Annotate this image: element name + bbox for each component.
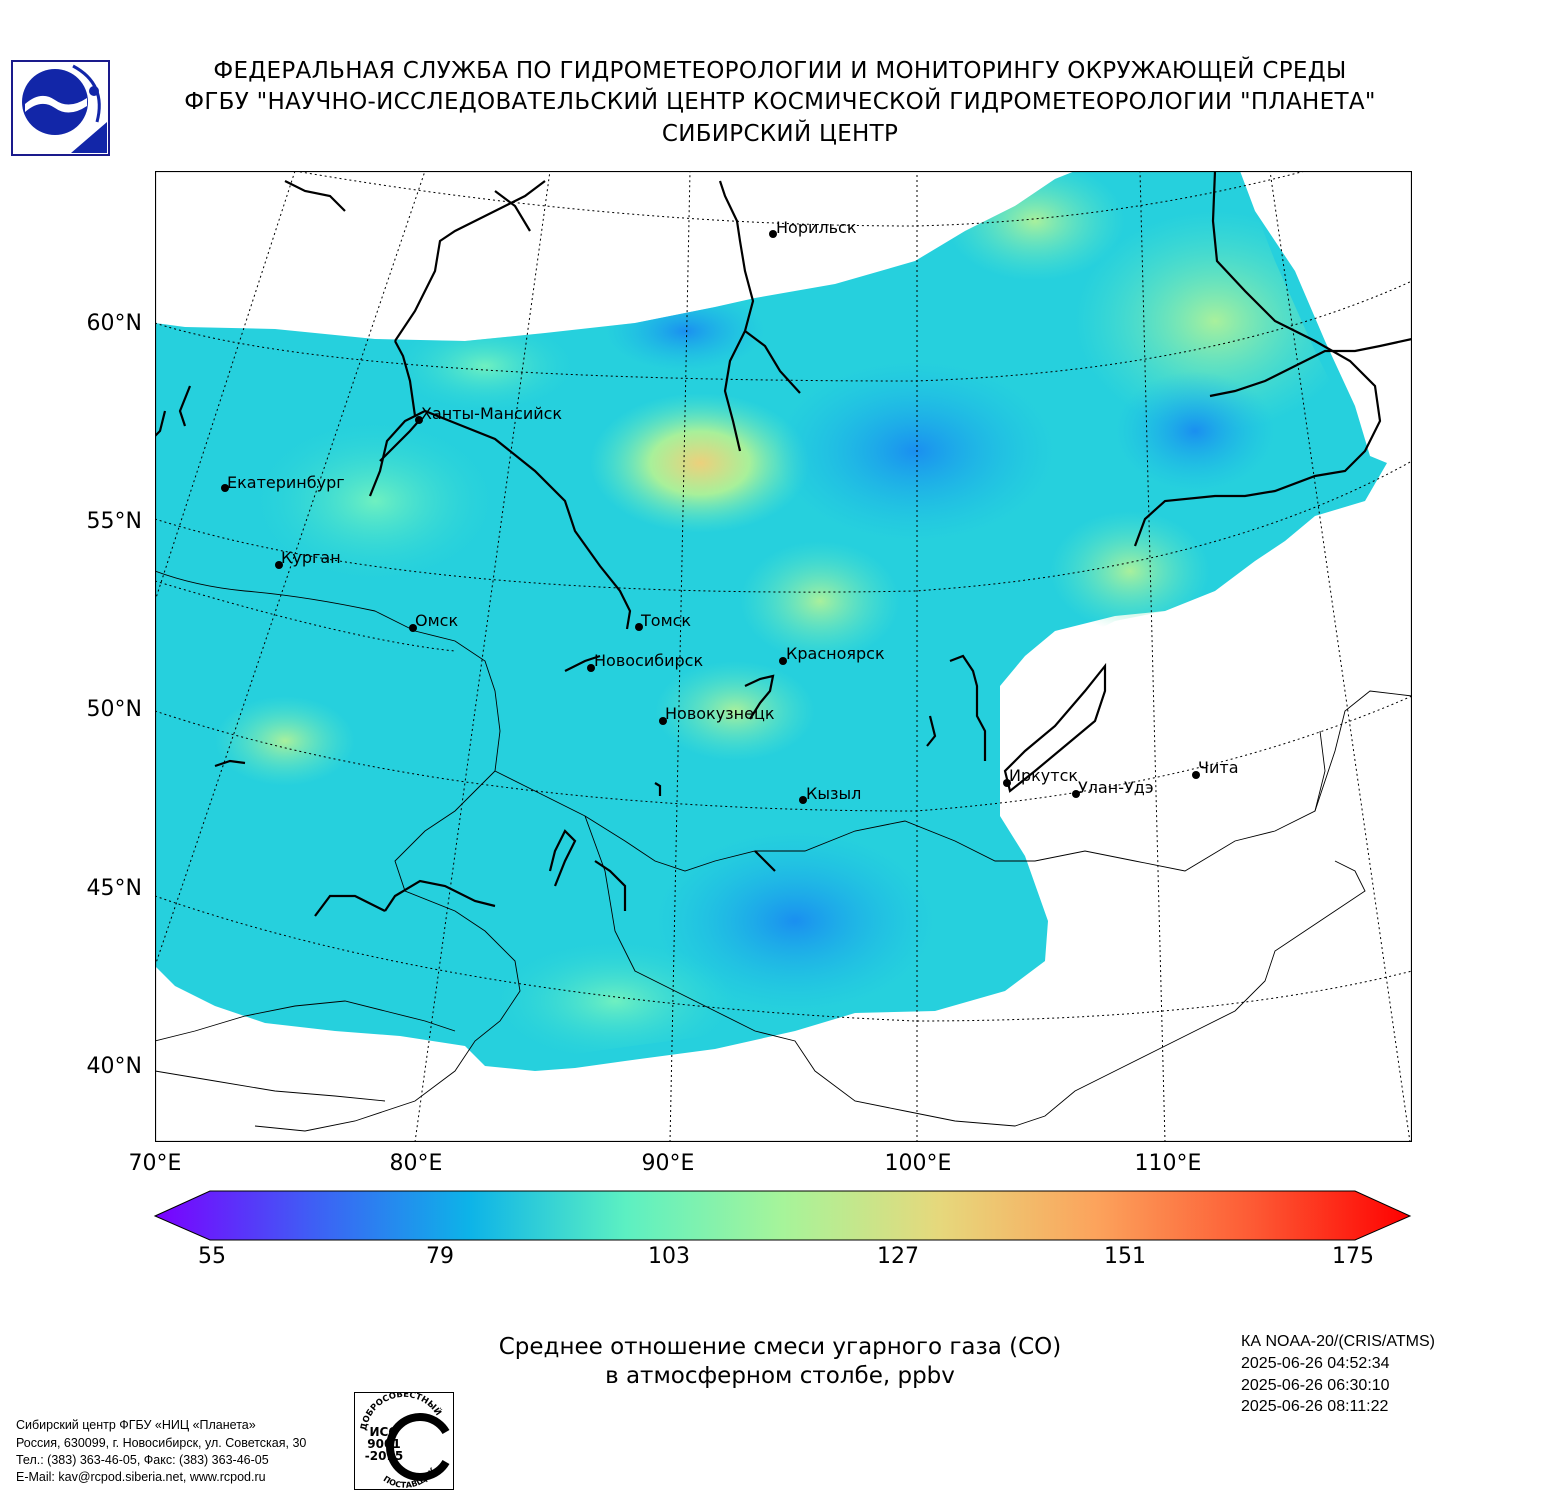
city-label-norilsk: Норильск (776, 218, 857, 237)
footer-address: Россия, 630099, г. Новосибирск, ул. Сове… (16, 1436, 307, 1450)
city-dot-tomsk (635, 623, 643, 631)
map-frame (155, 171, 1412, 1142)
city-dot-chita (1192, 771, 1200, 779)
graticule-meridians (155, 171, 1411, 1142)
pass-time-2: 2025-06-26 06:30:10 (1241, 1377, 1390, 1394)
city-label-novokuznetsk: Новокузнецк (665, 704, 775, 723)
map-caption-line2: в атмосферном столбе, ppbv (605, 1363, 955, 1389)
lon-label: 80°E (389, 1151, 443, 1176)
header-agency: ФЕДЕРАЛЬНАЯ СЛУЖБА ПО ГИДРОМЕТЕОРОЛОГИИ … (213, 58, 1347, 84)
lon-label: 100°E (884, 1151, 952, 1176)
city-dot-khanty (415, 416, 423, 424)
colorbar-tick: 79 (426, 1244, 454, 1269)
rivers (155, 171, 1412, 917)
iso-line3: -2015 (365, 1449, 403, 1463)
iso-stamp: ДОБРОСОВЕСТНЫЙ ПОСТАВЩИК ИСО 9001 -2015 (354, 1392, 454, 1490)
city-dot-ekb (221, 484, 229, 492)
pass-time-3: 2025-06-26 08:11:22 (1241, 1398, 1389, 1415)
city-dot-norilsk (769, 230, 777, 238)
lat-label: 55°N (86, 509, 142, 534)
colorbar-tick: 127 (877, 1244, 919, 1269)
city-label-krasnoyarsk: Красноярск (786, 644, 885, 663)
planeta-logo (11, 60, 110, 156)
colorbar-tick: 103 (648, 1244, 690, 1269)
colorbar-tick: 55 (198, 1244, 226, 1269)
city-label-omsk: Омск (415, 611, 459, 630)
city-label-kurgan: Курган (281, 548, 341, 567)
colorbar-tick: 151 (1104, 1244, 1146, 1269)
lon-label: 110°E (1134, 1151, 1202, 1176)
colorbar (153, 1190, 1412, 1241)
city-dot-novosibirsk (587, 664, 595, 672)
city-dot-kyzyl (799, 796, 807, 804)
map-caption-line1: Среднее отношение смеси угарного газа (C… (498, 1334, 1062, 1360)
city-label-ekb: Екатеринбург (227, 473, 345, 492)
city-dot-irkutsk (1003, 779, 1011, 787)
city-dot-omsk (409, 624, 417, 632)
city-dot-krasnoyarsk (779, 657, 787, 665)
colorbar-tick: 175 (1332, 1244, 1374, 1269)
borders (155, 570, 1412, 1132)
iso-line1: ИСО (369, 1425, 398, 1439)
header-center: СИБИРСКИЙ ЦЕНТР (661, 121, 899, 147)
lat-label: 45°N (86, 876, 142, 901)
lon-label: 90°E (641, 1151, 695, 1176)
city-label-chita: Чита (1198, 758, 1239, 777)
city-dot-kurgan (275, 561, 283, 569)
co-map (155, 171, 1412, 1142)
footer-email: E-Mail: kav@rcpod.siberia.net, www.rcpod… (16, 1470, 266, 1484)
lat-label: 50°N (86, 697, 142, 722)
pass-time-1: 2025-06-26 04:52:34 (1241, 1355, 1390, 1372)
city-dot-novokuznetsk (659, 717, 667, 725)
iso-line2: 9001 (367, 1437, 400, 1451)
city-label-ulanude: Улан-Удэ (1078, 778, 1154, 797)
city-label-tomsk: Томск (641, 611, 692, 630)
city-label-novosibirsk: Новосибирск (594, 651, 704, 670)
satellite-name: КА NOAA-20/(CRIS/ATMS) (1241, 1333, 1435, 1350)
header-institute: ФГБУ "НАУЧНО-ИССЛЕДОВАТЕЛЬСКИЙ ЦЕНТР КОС… (184, 89, 1376, 115)
lat-label: 40°N (86, 1054, 142, 1079)
city-label-khanty: Ханты-Мансийск (421, 404, 563, 423)
city-label-irkutsk: Иркутск (1009, 766, 1079, 785)
footer-phone: Тел.: (383) 363-46-05, Факс: (383) 363-4… (16, 1453, 269, 1467)
graticule-parallels (155, 171, 1412, 1022)
lon-label: 70°E (128, 1151, 182, 1176)
footer-org: Сибирский центр ФГБУ «НИЦ «Планета» (16, 1418, 256, 1432)
city-markers (221, 230, 1200, 804)
lat-label: 60°N (86, 311, 142, 336)
city-dot-ulanude (1072, 790, 1080, 798)
city-label-kyzyl: Кызыл (806, 784, 862, 803)
